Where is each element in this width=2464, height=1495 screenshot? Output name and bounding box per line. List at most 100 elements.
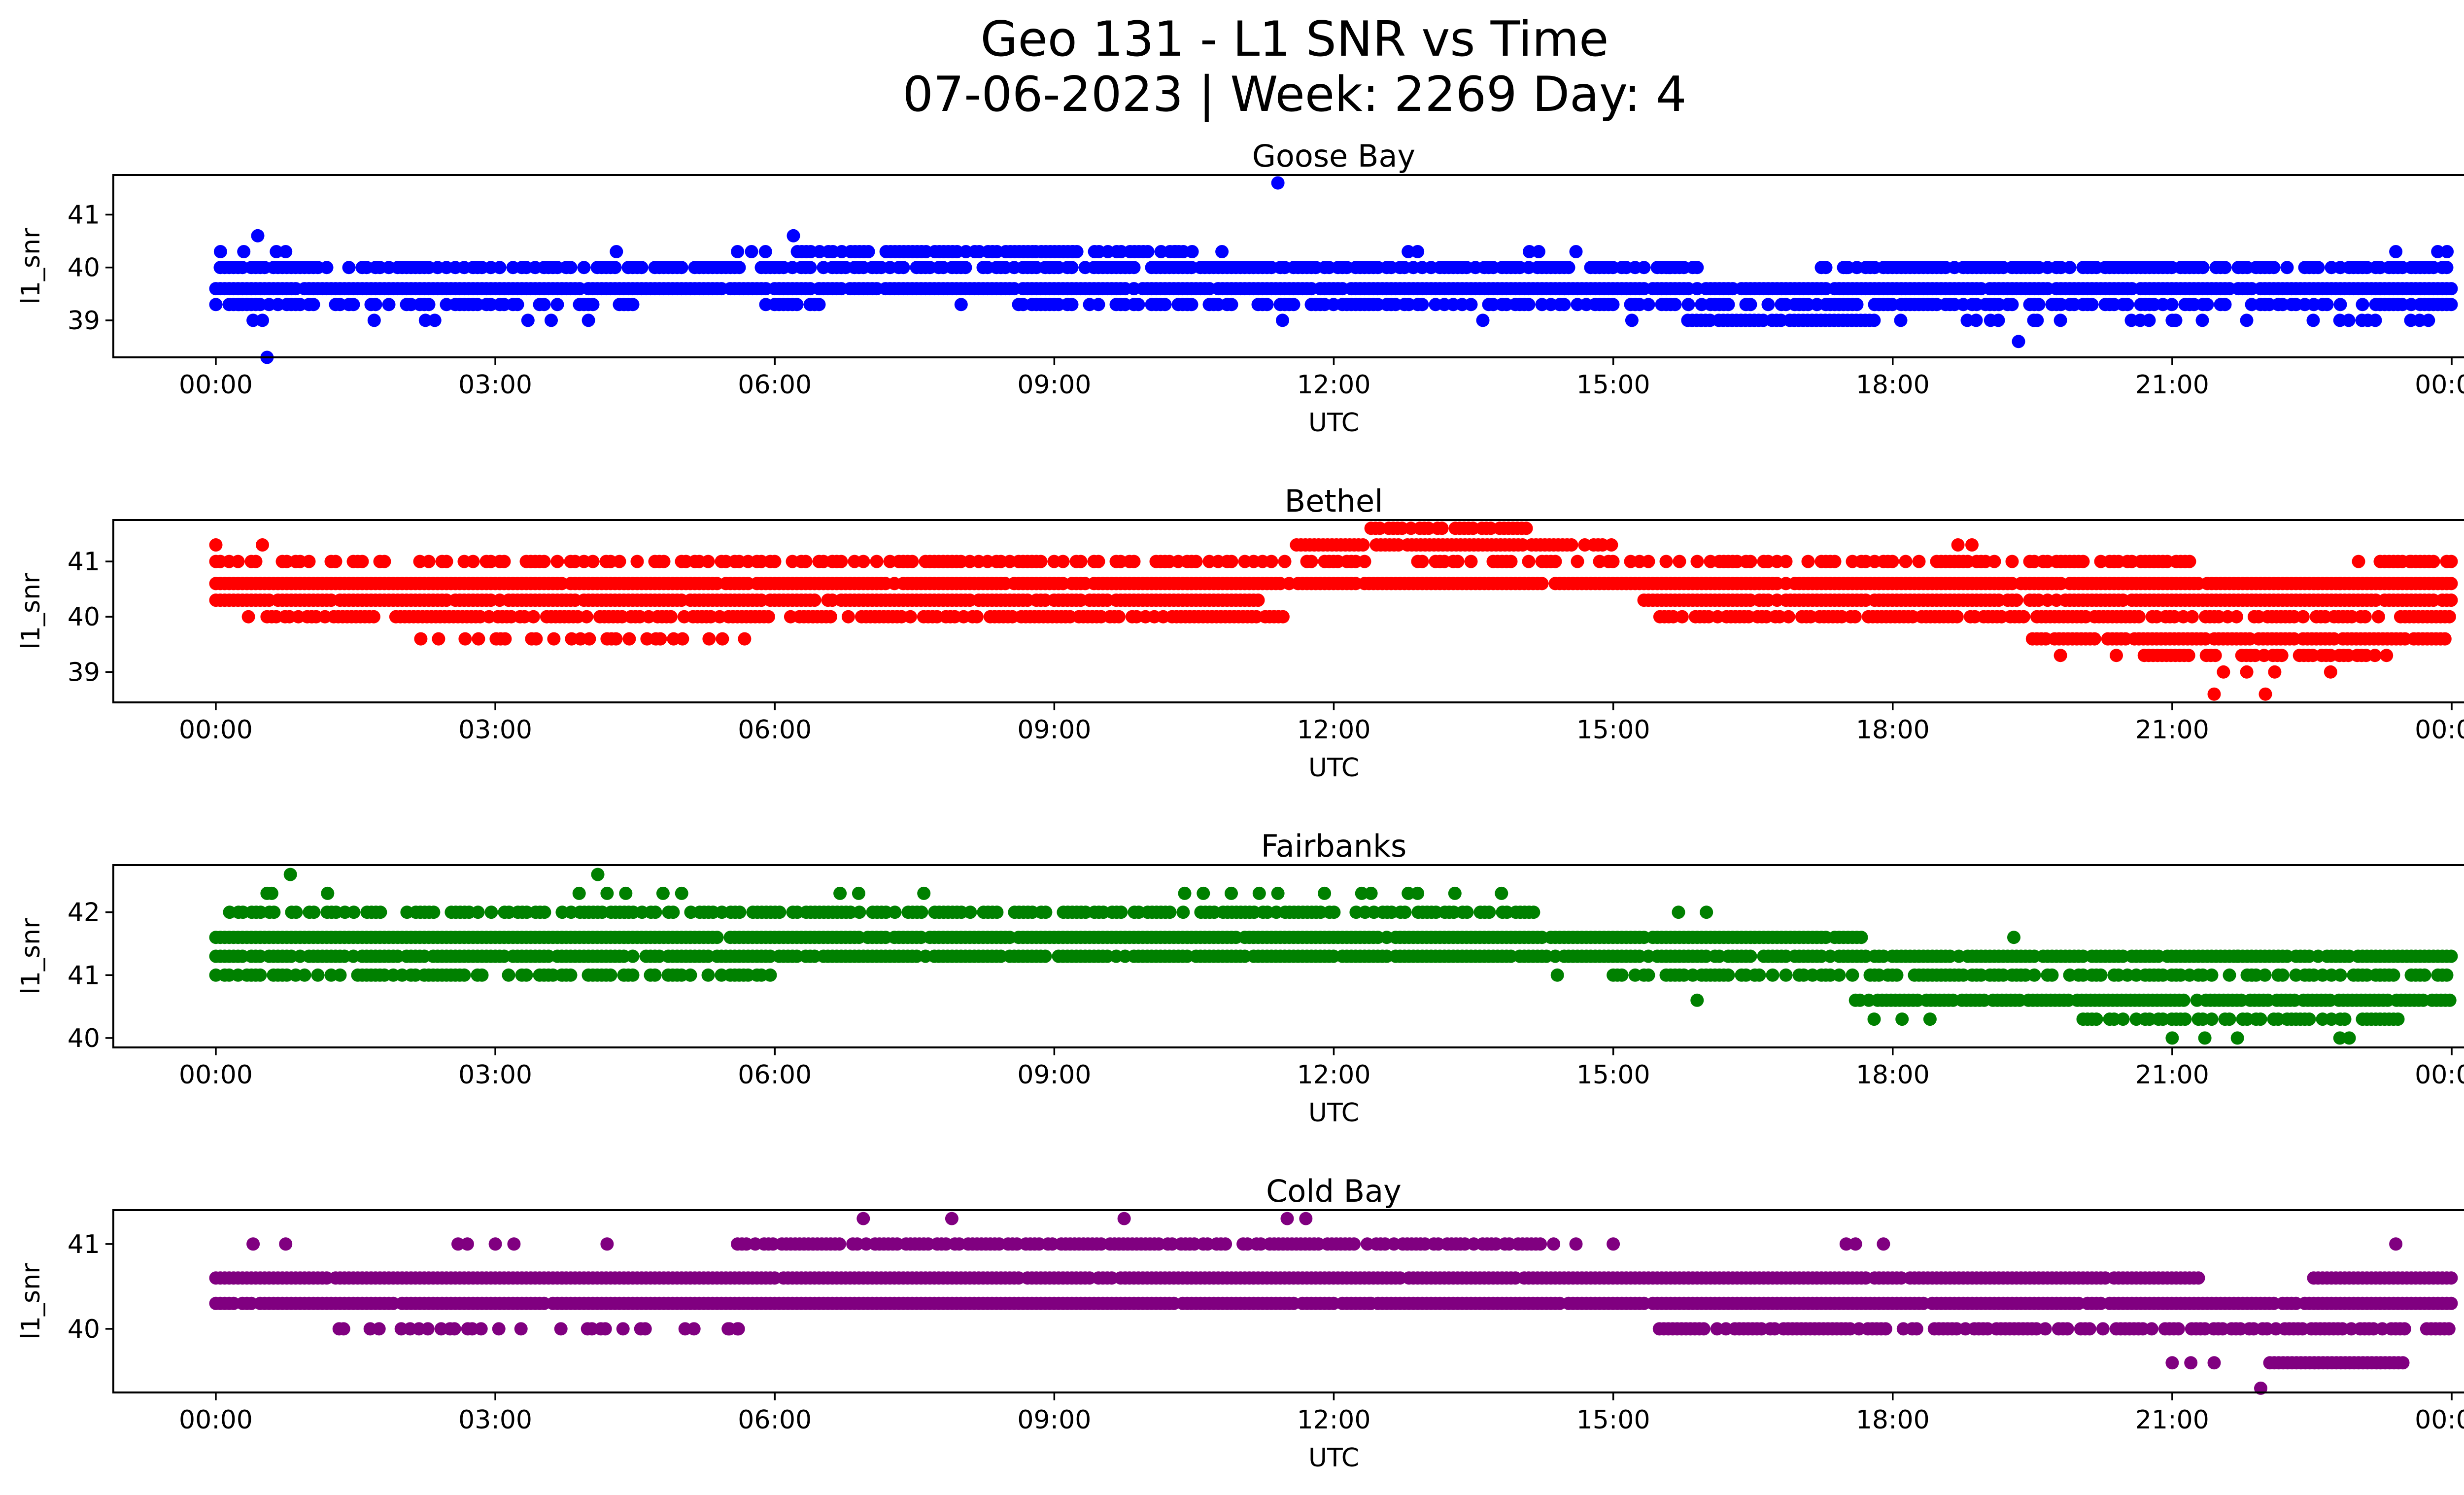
data-point	[1535, 577, 1549, 591]
data-point	[1721, 298, 1735, 312]
data-point	[1029, 245, 1043, 258]
data-point	[231, 555, 245, 568]
data-point	[2442, 610, 2456, 624]
data-point	[1065, 298, 1079, 312]
x-tick-label: 06:00	[738, 1060, 812, 1090]
data-point	[369, 298, 382, 312]
data-point	[2438, 632, 2452, 646]
data-point	[1532, 245, 1545, 258]
data-point	[1642, 298, 1655, 312]
data-point	[1276, 610, 1290, 624]
y-axis-label-goose-bay: l1_snr	[16, 228, 46, 305]
data-point	[1690, 261, 1704, 275]
data-point	[1197, 886, 1210, 900]
data-point	[1066, 245, 1080, 258]
data-point	[635, 261, 649, 275]
data-point	[580, 610, 593, 624]
data-point	[790, 298, 804, 312]
data-point	[2311, 261, 2325, 275]
data-point	[2218, 298, 2232, 312]
data-point	[493, 261, 507, 275]
data-point	[1571, 555, 1584, 568]
data-point	[267, 905, 281, 919]
data-point	[1854, 931, 1868, 944]
data-point	[2444, 298, 2458, 312]
data-point	[1114, 905, 1128, 919]
y-tick-label: 41	[68, 200, 100, 230]
data-point	[2333, 577, 2347, 591]
data-point	[733, 905, 747, 919]
data-point	[1850, 298, 1864, 312]
data-point	[2268, 665, 2282, 679]
data-point	[630, 555, 644, 568]
data-point	[1779, 968, 1793, 982]
x-tick-label: 09:00	[1017, 370, 1091, 400]
data-point	[2007, 931, 2020, 944]
data-point	[903, 610, 917, 624]
data-point	[2110, 649, 2123, 662]
data-point	[2333, 1031, 2347, 1045]
data-point	[1700, 905, 1713, 919]
data-point	[963, 905, 977, 919]
data-point	[307, 298, 320, 312]
data-point	[511, 298, 524, 312]
data-point	[1448, 886, 1462, 900]
data-point	[787, 229, 800, 243]
data-point	[1065, 261, 1079, 275]
data-point	[768, 555, 782, 568]
data-point	[2368, 649, 2382, 662]
data-point	[1672, 905, 1685, 919]
data-point	[1163, 905, 1177, 919]
x-axis-label-goose-bay: UTC	[1308, 408, 1359, 438]
data-point	[1504, 555, 1518, 568]
y-tick-label: 40	[68, 1024, 100, 1053]
data-point	[2089, 1012, 2103, 1026]
data-point	[2444, 555, 2458, 568]
data-point	[251, 229, 265, 243]
data-point	[2200, 298, 2214, 312]
data-point	[1828, 555, 1842, 568]
data-point	[2280, 261, 2294, 275]
data-point	[1951, 538, 1965, 552]
data-point	[2371, 610, 2385, 624]
data-point	[1690, 993, 1704, 1007]
data-point	[1225, 886, 1238, 900]
data-point	[2198, 1031, 2212, 1045]
data-point	[2182, 649, 2195, 662]
data-point	[1519, 522, 1533, 535]
data-point	[2258, 968, 2272, 982]
x-tick-label: 06:00	[738, 370, 812, 400]
data-point	[2259, 687, 2272, 701]
data-point	[526, 610, 540, 624]
data-point	[1189, 555, 1203, 568]
data-point	[656, 886, 670, 900]
data-point	[1522, 298, 1536, 312]
data-point	[2358, 610, 2372, 624]
data-point	[529, 632, 543, 646]
data-point	[2223, 1012, 2236, 1026]
data-point	[1744, 949, 1757, 963]
data-point	[1744, 555, 1757, 568]
data-point	[1606, 555, 1620, 568]
data-point	[2444, 593, 2458, 607]
data-point	[803, 261, 817, 275]
data-point	[1215, 245, 1229, 258]
data-point	[731, 245, 745, 258]
x-tick-label: 00:00	[2415, 370, 2464, 400]
data-point	[2030, 313, 2044, 327]
data-point	[1355, 886, 1369, 900]
data-point	[1642, 968, 1655, 982]
data-point	[622, 632, 636, 646]
data-point	[1523, 245, 1536, 258]
x-tick-label: 21:00	[2135, 370, 2209, 400]
data-point	[1923, 1012, 1937, 1026]
data-point	[1092, 555, 1105, 568]
data-point	[675, 886, 688, 900]
y-axis-label-fairbanks: l1_snr	[16, 918, 46, 995]
data-point	[1675, 610, 1689, 624]
x-tick-label: 15:00	[1576, 715, 1650, 745]
data-point	[1252, 886, 1266, 900]
data-point	[648, 968, 662, 982]
data-point	[1034, 555, 1048, 568]
